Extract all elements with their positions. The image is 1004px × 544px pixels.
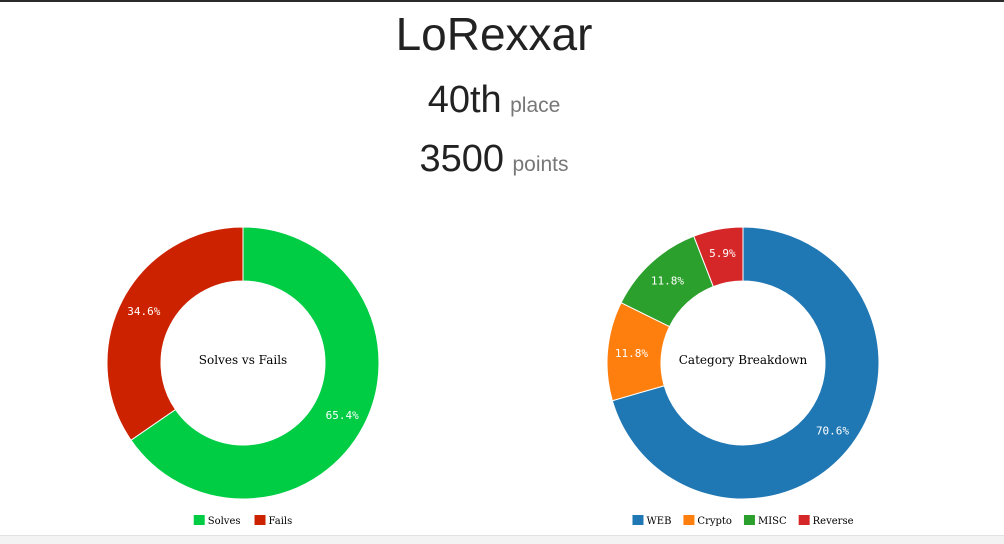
slice-label-web: 70.6% bbox=[816, 424, 849, 437]
chart-center-title: Solves vs Fails bbox=[199, 353, 287, 367]
place-stat: 40th place bbox=[0, 78, 988, 122]
legend-swatch-web bbox=[632, 515, 644, 525]
place-value: 40th bbox=[427, 79, 502, 121]
slice-label-reverse: 5.9% bbox=[709, 247, 736, 260]
points-stat: 3500 points bbox=[0, 137, 988, 181]
slice-label-misc: 11.8% bbox=[651, 274, 684, 287]
slice-label-fails: 34.6% bbox=[127, 305, 160, 318]
legend-label-fails: Fails bbox=[269, 516, 293, 527]
legend-label-misc: MISC bbox=[758, 516, 787, 527]
legend-label-solves: Solves bbox=[208, 516, 241, 527]
slice-web bbox=[611, 226, 880, 500]
chart-center-title: Category Breakdown bbox=[679, 353, 808, 367]
legend-label-crypto: Crypto bbox=[697, 516, 732, 527]
points-unit: points bbox=[512, 153, 569, 176]
place-unit: place bbox=[510, 94, 561, 117]
legend-swatch-solves bbox=[193, 515, 205, 525]
footer-bar bbox=[0, 535, 1004, 544]
top-border bbox=[0, 0, 1004, 2]
slice-solves bbox=[130, 226, 380, 500]
slice-reverse bbox=[693, 226, 744, 288]
legend-label-web: WEB bbox=[646, 516, 671, 527]
legend-swatch-reverse bbox=[798, 515, 810, 525]
legend-swatch-fails bbox=[254, 515, 266, 525]
legend-swatch-crypto bbox=[683, 515, 695, 525]
legend-label-reverse: Reverse bbox=[813, 516, 854, 527]
slice-label-solves: 65.4% bbox=[326, 409, 359, 422]
slice-label-crypto: 11.8% bbox=[615, 347, 648, 360]
points-value: 3500 bbox=[419, 138, 505, 180]
team-name: LoRexxar bbox=[395, 8, 593, 60]
slice-fails bbox=[106, 226, 244, 441]
legend-swatch-misc bbox=[743, 515, 755, 525]
